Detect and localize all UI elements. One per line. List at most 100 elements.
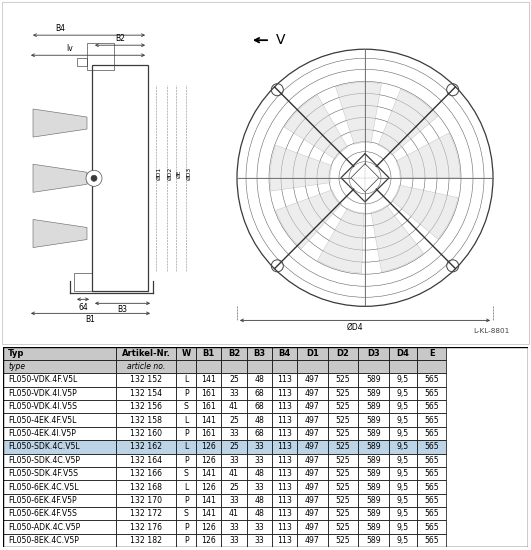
Text: 141: 141 [201, 509, 216, 518]
Text: P: P [184, 456, 189, 465]
FancyBboxPatch shape [358, 360, 389, 373]
FancyBboxPatch shape [3, 400, 116, 414]
FancyBboxPatch shape [3, 454, 116, 467]
Wedge shape [285, 95, 347, 159]
Text: 41: 41 [229, 402, 239, 411]
FancyBboxPatch shape [417, 360, 447, 373]
Text: 126: 126 [201, 536, 216, 545]
Circle shape [91, 175, 97, 182]
Text: 589: 589 [366, 509, 381, 518]
Text: 589: 589 [366, 416, 381, 425]
Wedge shape [276, 190, 341, 249]
FancyBboxPatch shape [196, 346, 221, 360]
Text: 9,5: 9,5 [397, 389, 409, 398]
FancyBboxPatch shape [176, 454, 196, 467]
Text: 64: 64 [78, 303, 88, 312]
FancyBboxPatch shape [358, 387, 389, 400]
Text: D4: D4 [397, 349, 409, 358]
Wedge shape [336, 82, 381, 144]
FancyBboxPatch shape [221, 414, 246, 427]
FancyBboxPatch shape [196, 454, 221, 467]
FancyBboxPatch shape [221, 454, 246, 467]
FancyBboxPatch shape [221, 427, 246, 440]
FancyBboxPatch shape [116, 520, 176, 534]
FancyBboxPatch shape [417, 440, 447, 454]
FancyBboxPatch shape [221, 507, 246, 520]
Wedge shape [392, 185, 458, 239]
FancyBboxPatch shape [297, 520, 328, 534]
FancyBboxPatch shape [116, 346, 176, 360]
Text: FL050-VDK.4F.V5L: FL050-VDK.4F.V5L [8, 376, 78, 384]
Text: S: S [184, 469, 189, 478]
FancyBboxPatch shape [246, 454, 272, 467]
FancyBboxPatch shape [196, 520, 221, 534]
FancyBboxPatch shape [221, 346, 246, 360]
FancyBboxPatch shape [272, 373, 297, 387]
Text: 33: 33 [229, 496, 239, 505]
Text: 113: 113 [277, 416, 292, 425]
Text: article no.: article no. [127, 362, 165, 371]
Text: 589: 589 [366, 469, 381, 478]
Text: L-KL-8801: L-KL-8801 [474, 328, 510, 334]
FancyBboxPatch shape [196, 360, 221, 373]
Wedge shape [396, 133, 460, 178]
Text: 33: 33 [254, 536, 264, 545]
Text: 497: 497 [305, 522, 320, 532]
Text: 9,5: 9,5 [397, 536, 409, 545]
Text: 9,5: 9,5 [397, 482, 409, 492]
Text: S: S [184, 402, 189, 411]
FancyBboxPatch shape [417, 373, 447, 387]
FancyBboxPatch shape [176, 480, 196, 494]
Text: 141: 141 [201, 416, 216, 425]
FancyBboxPatch shape [328, 360, 358, 373]
Text: 33: 33 [229, 456, 239, 465]
FancyBboxPatch shape [176, 520, 196, 534]
FancyBboxPatch shape [246, 373, 272, 387]
FancyBboxPatch shape [196, 467, 221, 480]
Text: 161: 161 [201, 402, 216, 411]
Text: 525: 525 [336, 496, 350, 505]
FancyBboxPatch shape [176, 414, 196, 427]
Text: 68: 68 [254, 389, 264, 398]
Text: 33: 33 [254, 482, 264, 492]
FancyBboxPatch shape [358, 520, 389, 534]
Text: 141: 141 [201, 496, 216, 505]
Text: 9,5: 9,5 [397, 522, 409, 532]
Bar [77, 58, 87, 67]
Text: P: P [184, 429, 189, 438]
Text: B4: B4 [278, 349, 290, 358]
Text: 113: 113 [277, 536, 292, 545]
FancyBboxPatch shape [297, 494, 328, 507]
Text: W: W [182, 349, 191, 358]
Text: 113: 113 [277, 376, 292, 384]
FancyBboxPatch shape [221, 400, 246, 414]
Text: D1: D1 [306, 349, 319, 358]
Text: 565: 565 [425, 496, 439, 505]
Text: 25: 25 [229, 416, 239, 425]
FancyBboxPatch shape [389, 467, 417, 480]
FancyBboxPatch shape [297, 480, 328, 494]
FancyBboxPatch shape [246, 534, 272, 547]
Text: B4: B4 [55, 24, 65, 33]
Text: 589: 589 [366, 522, 381, 532]
FancyBboxPatch shape [221, 360, 246, 373]
FancyBboxPatch shape [297, 467, 328, 480]
Text: 497: 497 [305, 442, 320, 452]
Text: 132 164: 132 164 [130, 456, 162, 465]
FancyBboxPatch shape [246, 520, 272, 534]
FancyBboxPatch shape [176, 387, 196, 400]
Text: 132 152: 132 152 [130, 376, 162, 384]
Text: 565: 565 [425, 376, 439, 384]
FancyBboxPatch shape [246, 387, 272, 400]
Text: 565: 565 [425, 469, 439, 478]
FancyBboxPatch shape [417, 467, 447, 480]
Text: P: P [184, 536, 189, 545]
Text: 113: 113 [277, 402, 292, 411]
FancyBboxPatch shape [176, 494, 196, 507]
Text: 132 154: 132 154 [130, 389, 162, 398]
Wedge shape [318, 208, 364, 273]
Text: FL050-8EK.4C.V5P: FL050-8EK.4C.V5P [8, 536, 79, 545]
FancyBboxPatch shape [389, 520, 417, 534]
Text: type: type [8, 362, 25, 371]
FancyBboxPatch shape [246, 494, 272, 507]
